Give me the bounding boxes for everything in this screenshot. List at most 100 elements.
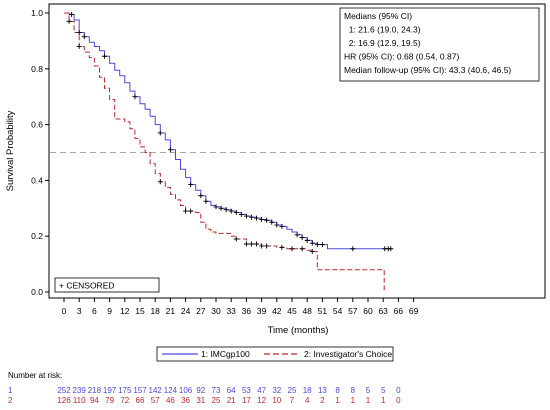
x-tick-label: 9 [107,306,112,316]
risk-count: 0 [396,386,401,395]
stats-line: 2: 16.9 (12.9, 19.5) [344,38,421,48]
risk-count: 157 [133,386,147,395]
x-tick-label: 12 [120,306,130,316]
censor-mark-series-2 [309,249,315,255]
censor-mark-series-1 [269,219,275,225]
y-tick-label: 0.8 [31,64,43,74]
censor-marks [66,11,394,255]
risk-count: 94 [90,396,99,405]
risk-count: 21 [227,396,236,405]
risk-count: 8 [351,386,356,395]
x-tick-label: 60 [363,306,373,316]
x-tick-label: 33 [226,306,236,316]
x-tick-label: 30 [211,306,221,316]
x-tick-label: 54 [333,306,343,316]
x-tick-label: 21 [166,306,176,316]
censor-mark-series-2 [76,43,82,49]
censor-mark-series-1 [76,30,82,36]
risk-count: 53 [242,386,251,395]
censor-mark-series-1 [198,193,204,199]
risk-count: 110 [73,396,86,405]
censor-mark-series-2 [254,241,260,247]
x-tick-label: 6 [92,306,97,316]
risk-count: 4 [305,396,310,405]
censor-mark-series-2 [248,241,254,247]
risk-count: 0 [396,396,401,405]
censor-mark-series-1 [188,182,194,188]
risk-count: 218 [88,386,102,395]
risk-count: 72 [120,396,129,405]
y-tick-label: 1.0 [31,8,43,18]
x-tick-label: 36 [242,306,252,316]
risk-count: 1 [381,396,386,405]
x-tick-label: 39 [257,306,267,316]
survival-curve-series-2 [64,12,385,292]
censor-mark-series-2 [233,236,239,242]
censor-mark-series-1 [254,215,260,221]
censor-mark-series-1 [69,11,75,17]
risk-row-label: 2 [8,396,13,405]
stats-box [339,7,540,82]
censor-mark-series-1 [81,34,87,40]
risk-count: 18 [303,386,312,395]
x-tick-label: 57 [348,306,358,316]
risk-count: 46 [166,396,175,405]
censor-mark-series-1 [294,232,300,238]
risk-table-title: Number at risk: [8,371,62,380]
censor-mark-series-1 [157,130,163,136]
censor-mark-series-1 [102,53,108,59]
risk-table: 1 252 239 218 197 175 157 142 124 106 92 73 64 53 47 32… [8,386,401,405]
legend-label-series-2: 2: Investigator's Choice [304,349,392,359]
risk-count: 197 [103,386,117,395]
censor-mark-series-1 [350,246,356,252]
stats-line: Median follow-up (95% CI): 43.3 (40.6, 4… [344,65,511,75]
risk-count: 175 [118,386,132,395]
censor-mark-series-2 [259,243,265,249]
risk-count: 79 [105,396,114,405]
risk-count: 36 [181,396,190,405]
y-axis-title: Survival Probability [5,110,16,191]
risk-count: 10 [272,396,281,405]
risk-count: 142 [149,386,163,395]
y-axis: 0.0 0.2 0.4 0.6 0.8 1.0 [31,8,49,297]
x-tick-label: 45 [287,306,297,316]
risk-count: 47 [257,386,266,395]
x-tick-label: 48 [302,306,312,316]
risk-count: 5 [381,386,386,395]
risk-count: 92 [196,386,205,395]
x-axis: 0 3 6 9 12 15 18 21 24 27 30 33 36 39 42 45 48 51 54 57 60 63… [62,298,419,316]
censor-mark-series-1 [238,211,244,217]
censor-mark-series-1 [233,209,239,215]
risk-count: 239 [73,386,87,395]
risk-count: 12 [257,396,266,405]
censor-mark-series-1 [309,240,315,246]
censor-mark-series-1 [388,246,394,252]
x-tick-label: 51 [318,306,328,316]
y-tick-label: 0.0 [31,287,43,297]
x-tick-label: 63 [378,306,388,316]
censor-mark-series-1 [314,242,320,248]
censor-mark-series-2 [299,246,305,252]
censor-mark-series-2 [279,244,285,250]
survival-curve-series-1 [64,12,391,250]
censor-mark-series-2 [183,208,189,214]
censor-mark-series-1 [304,237,310,243]
x-axis-title: Time (months) [268,325,329,336]
censor-mark-series-2 [66,18,72,24]
censor-mark-series-1 [218,205,224,211]
risk-count: 1 [351,396,356,405]
risk-count: 106 [179,386,193,395]
risk-count: 7 [290,396,295,405]
risk-count: 31 [196,396,205,405]
y-tick-label: 0.4 [31,175,43,185]
risk-count: 66 [136,396,145,405]
censor-mark-series-2 [264,243,270,249]
x-tick-label: 24 [181,306,191,316]
risk-count: 1 [366,396,371,405]
plot-frame [48,3,546,299]
risk-count: 13 [318,386,327,395]
risk-count: 126 [57,396,71,405]
censor-mark-series-2 [188,208,194,214]
censor-mark-series-1 [319,242,325,248]
